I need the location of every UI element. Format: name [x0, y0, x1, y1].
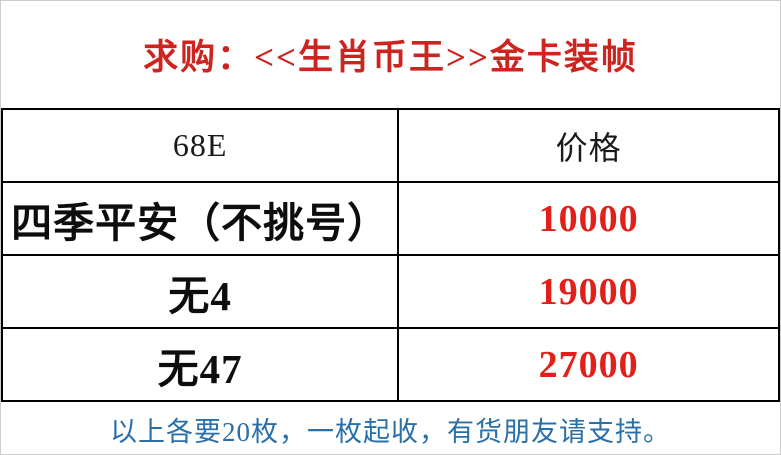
item-price-cell: 10000: [397, 181, 780, 256]
item-name-cell: 四季平安（不挑号）: [1, 181, 400, 256]
footer-note: 以上各要20枚，一枚起收，有货朋友请支持。: [110, 417, 671, 447]
item-name-cell: 无4: [1, 254, 400, 329]
header-cell-price: 价格: [397, 108, 780, 183]
title-band: 求购：<<生肖币王>>金卡装帧: [1, 1, 780, 108]
table-header-row: 68E 价格: [1, 108, 780, 183]
table-row: 四季平安（不挑号） 10000: [1, 181, 780, 256]
page-title: 求购：<<生肖币王>>金卡装帧: [143, 38, 638, 77]
footer-band: 以上各要20枚，一枚起收，有货朋友请支持。: [1, 402, 780, 454]
header-cell-item: 68E: [1, 108, 400, 183]
table-row: 无4 19000: [1, 254, 780, 329]
item-price-cell: 27000: [397, 327, 780, 402]
item-name-cell: 无47: [1, 327, 400, 402]
item-price-cell: 19000: [397, 254, 780, 329]
price-table: 68E 价格 四季平安（不挑号） 10000 无4 19000 无47 2700…: [1, 108, 780, 402]
table-row: 无47 27000: [1, 327, 780, 402]
